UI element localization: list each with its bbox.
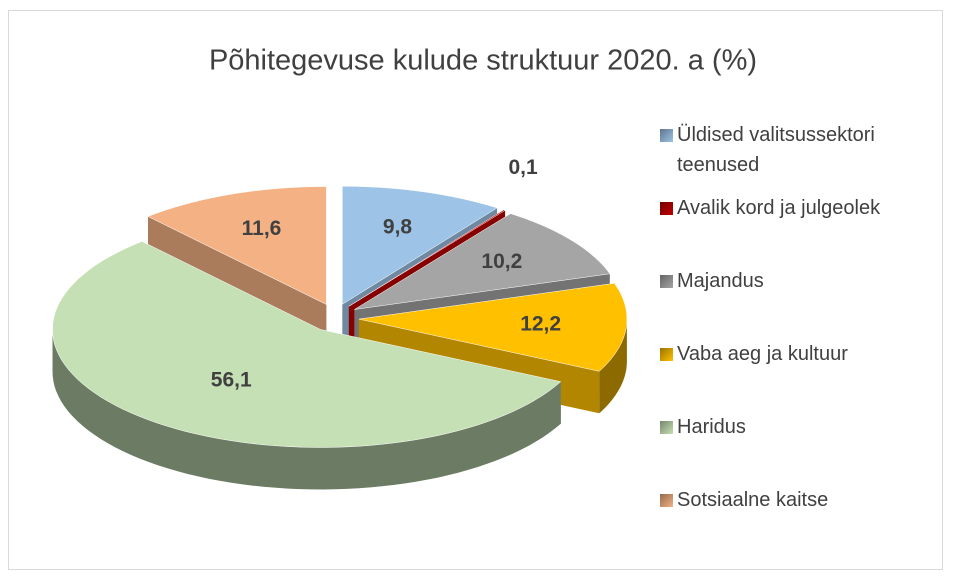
legend-swatch xyxy=(660,348,673,361)
legend-entry: Sotsiaalne kaitse xyxy=(660,485,945,558)
slice xyxy=(342,186,498,305)
legend-entry: Majandus xyxy=(660,266,945,339)
data-label: 12,2 xyxy=(520,313,561,336)
slice xyxy=(348,209,506,307)
slice xyxy=(358,283,628,372)
legend-entry: Üldised valitsussektori teenused xyxy=(660,120,945,193)
legend-swatch xyxy=(660,494,673,507)
data-label: 0,1 xyxy=(508,156,538,179)
legend-label: Üldised valitsussektori teenused xyxy=(677,124,875,176)
slice-side xyxy=(599,317,627,414)
legend-label: Haridus xyxy=(677,416,746,438)
data-label: 9,8 xyxy=(383,215,413,238)
data-label: 10,2 xyxy=(481,250,522,273)
data-label: 56,1 xyxy=(211,369,252,392)
legend-label: Sotsiaalne kaitse xyxy=(677,489,829,511)
legend-entry: Vaba aeg ja kultuur xyxy=(660,339,945,412)
chart-border xyxy=(8,10,943,570)
legend-label: Avalik kord ja julgeolek xyxy=(677,197,881,219)
slice-side xyxy=(52,328,561,490)
data-label: 11,6 xyxy=(242,217,282,240)
legend-entry: Avalik kord ja julgeolek xyxy=(660,193,945,266)
legend-entry: Haridus xyxy=(660,412,945,485)
legend-swatch xyxy=(660,421,673,434)
legend-label: Majandus xyxy=(677,270,764,292)
legend-swatch xyxy=(660,202,673,215)
legend-label: Vaba aeg ja kultuur xyxy=(677,343,848,365)
chart-title: Põhitegevuse kulude struktuur 2020. a (%… xyxy=(209,45,757,77)
legend-swatch xyxy=(660,129,673,142)
legend-swatch xyxy=(660,275,673,288)
slice xyxy=(52,241,562,490)
slice xyxy=(52,241,562,448)
slice xyxy=(147,186,327,305)
slice xyxy=(354,213,611,310)
legend: Üldised valitsussektori teenused Avalik k… xyxy=(660,120,945,558)
